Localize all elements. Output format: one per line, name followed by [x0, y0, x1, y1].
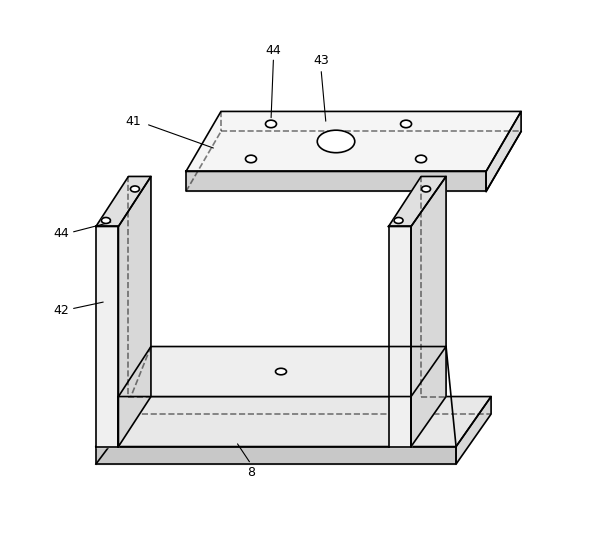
Ellipse shape — [394, 217, 403, 223]
Ellipse shape — [265, 120, 276, 128]
Ellipse shape — [101, 217, 111, 223]
Ellipse shape — [275, 368, 287, 375]
Polygon shape — [96, 176, 151, 227]
Polygon shape — [456, 397, 491, 464]
Polygon shape — [96, 227, 118, 447]
Ellipse shape — [422, 186, 430, 192]
Text: 44: 44 — [266, 44, 281, 57]
Text: 42: 42 — [53, 304, 69, 317]
Polygon shape — [96, 447, 456, 464]
Text: 41: 41 — [126, 115, 141, 128]
Polygon shape — [486, 112, 521, 191]
Text: 8: 8 — [247, 466, 255, 479]
Polygon shape — [118, 347, 446, 397]
Polygon shape — [411, 176, 446, 447]
Polygon shape — [186, 171, 486, 191]
Polygon shape — [96, 397, 491, 447]
Ellipse shape — [130, 186, 140, 192]
Polygon shape — [388, 227, 411, 447]
Ellipse shape — [317, 130, 355, 153]
Ellipse shape — [246, 155, 256, 163]
Polygon shape — [186, 112, 521, 171]
Text: 44: 44 — [53, 227, 69, 241]
Ellipse shape — [265, 120, 276, 128]
Polygon shape — [388, 176, 446, 227]
Ellipse shape — [401, 120, 411, 128]
Text: 43: 43 — [313, 54, 329, 67]
Polygon shape — [118, 176, 151, 447]
Ellipse shape — [416, 155, 427, 163]
